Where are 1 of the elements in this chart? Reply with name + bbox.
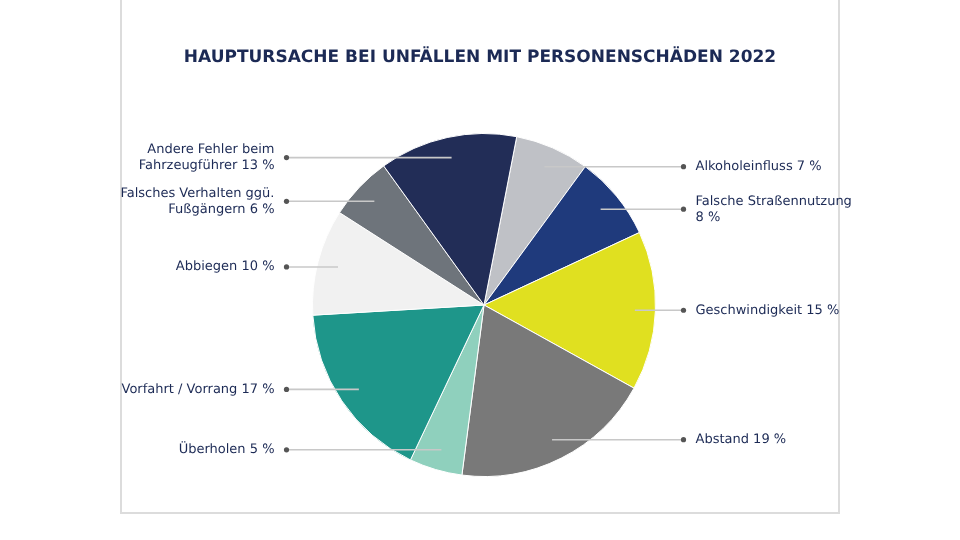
chart-title: HAUPTURSACHE BEI UNFÄLLEN MIT PERSONENSCHÄDEN 2022 bbox=[181, 48, 779, 68]
